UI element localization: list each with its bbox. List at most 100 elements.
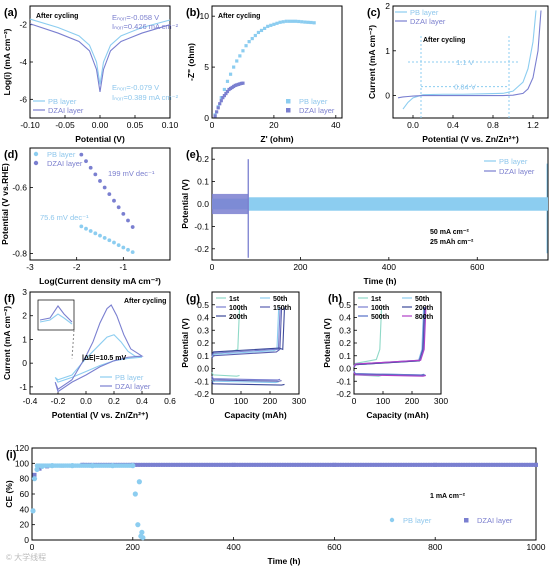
- legend-label: 150th: [273, 305, 291, 312]
- data-point: [297, 462, 302, 467]
- panel-f: (f) Potential (V vs. Zn/Zn²⁺) Current (mA …: [2, 287, 176, 420]
- legend-label: PB layer: [499, 157, 528, 166]
- data-point: [278, 20, 282, 24]
- x-tick-label-f: 0.6: [164, 396, 176, 406]
- data-point: [266, 462, 271, 467]
- data-point: [347, 462, 352, 467]
- data-point: [183, 462, 188, 467]
- data-point: [281, 20, 285, 24]
- legend-entry: PB layer: [33, 150, 76, 159]
- data-point: [360, 462, 365, 467]
- data-point: [163, 462, 168, 467]
- data-point: [229, 462, 234, 467]
- y-tick-label-g: 0.0: [197, 364, 209, 374]
- x-axis-label-e: Time (h): [364, 276, 397, 286]
- y-tick-label-e: 0.0: [197, 199, 209, 209]
- data-point: [365, 462, 370, 467]
- data-point: [166, 462, 171, 467]
- y-tick-label-h: 0.1: [339, 351, 351, 361]
- x-tick-label-h: 100: [376, 396, 390, 406]
- data-point: [266, 24, 270, 28]
- data-point: [385, 462, 390, 467]
- y-tick-label-d: -0.6: [12, 183, 27, 193]
- data-point: [225, 79, 230, 83]
- data-point: [284, 462, 289, 467]
- data-point: [498, 462, 503, 467]
- x-tick-label-i: 400: [227, 542, 241, 552]
- x-tick-label-a: -0.10: [20, 120, 40, 130]
- x-axis-label-c: Potential (V vs. Zn/Zn²⁺): [422, 134, 519, 144]
- data-point: [521, 462, 526, 467]
- legend-marker: [286, 108, 291, 113]
- watermark-text: © 大学线程: [6, 552, 46, 562]
- data-point: [186, 462, 191, 467]
- discharge-curve-h: [353, 372, 427, 377]
- legend-marker: [33, 151, 39, 157]
- panel-label-a: (a): [4, 7, 18, 19]
- data-point: [235, 59, 239, 63]
- y-tick-label-e: -0.2: [194, 244, 209, 254]
- data-point: [513, 462, 518, 467]
- data-point: [420, 462, 425, 467]
- data-point: [173, 462, 178, 467]
- y-tick-label-c: 0: [385, 91, 390, 101]
- y-axis-label-f: Current (mA cm⁻²): [2, 306, 12, 380]
- data-point: [380, 462, 385, 467]
- legend-marker: [464, 518, 469, 523]
- annotation-dzai-ecorr: Eₙₒᵣᵣ=-0.058 V: [112, 13, 159, 22]
- panel-label-d: (d): [4, 149, 18, 161]
- data-point: [425, 462, 430, 467]
- data-point: [350, 462, 355, 467]
- y-tick-label-c: 1: [385, 46, 390, 56]
- legend-entry: DZAI layer: [33, 106, 84, 115]
- data-point: [102, 236, 107, 240]
- data-point: [287, 19, 291, 23]
- legend-marker: [286, 99, 291, 104]
- data-point: [332, 462, 337, 467]
- data-point: [34, 466, 40, 473]
- data-point: [116, 243, 121, 248]
- x-tick-label-e: 200: [293, 262, 307, 272]
- data-point: [88, 229, 93, 233]
- x-tick-label-f: 0.2: [108, 396, 120, 406]
- panel-i: (i) Time (h) CE (%) 0 200 400 600 800 1000 0 20 40 6…: [4, 443, 546, 566]
- y-tick-label-g: 0.2: [197, 338, 209, 348]
- legend-marker: [389, 517, 395, 523]
- legend-entry: PB layer: [33, 97, 77, 106]
- plot-frame-c: [392, 5, 549, 119]
- condition-label: 25 mAh cm⁻²: [430, 239, 474, 246]
- data-point: [337, 462, 342, 467]
- legend-entry: PB layer: [484, 157, 528, 166]
- y-axis-label-a: Log(i) (mA cm⁻²): [2, 28, 12, 95]
- data-point: [135, 462, 140, 467]
- data-point: [206, 462, 211, 467]
- slope-label-dzai: 199 mV dec⁻¹: [108, 169, 155, 178]
- legend-label: DZAI layer: [115, 382, 151, 391]
- data-point: [112, 198, 116, 203]
- data-point: [226, 462, 231, 467]
- x-tick-label-d: -1: [120, 262, 128, 272]
- data-point: [390, 462, 395, 467]
- x-axis-label-d: Log(Current density mA cm⁻²): [39, 276, 161, 286]
- data-point: [372, 462, 377, 467]
- data-point: [481, 462, 486, 467]
- legend-label: 1st: [371, 296, 382, 303]
- data-point: [121, 245, 126, 250]
- x-axis-label-i: Time (h): [268, 556, 301, 566]
- y-tick-label-i: 120: [15, 443, 29, 453]
- data-point: [345, 462, 349, 467]
- data-point: [418, 462, 423, 467]
- data-point: [440, 462, 445, 467]
- y-tick-label-e: 0.2: [197, 154, 209, 164]
- data-point: [496, 462, 501, 467]
- data-point: [274, 462, 279, 467]
- data-point: [116, 205, 121, 210]
- panel-label-f: (f): [4, 293, 15, 305]
- data-point: [241, 49, 245, 53]
- legend-label: 800th: [415, 314, 433, 321]
- data-point: [370, 462, 375, 467]
- x-tick-label-f: 0.0: [80, 396, 92, 406]
- data-point: [218, 102, 222, 106]
- legend-label: 200th: [415, 305, 433, 312]
